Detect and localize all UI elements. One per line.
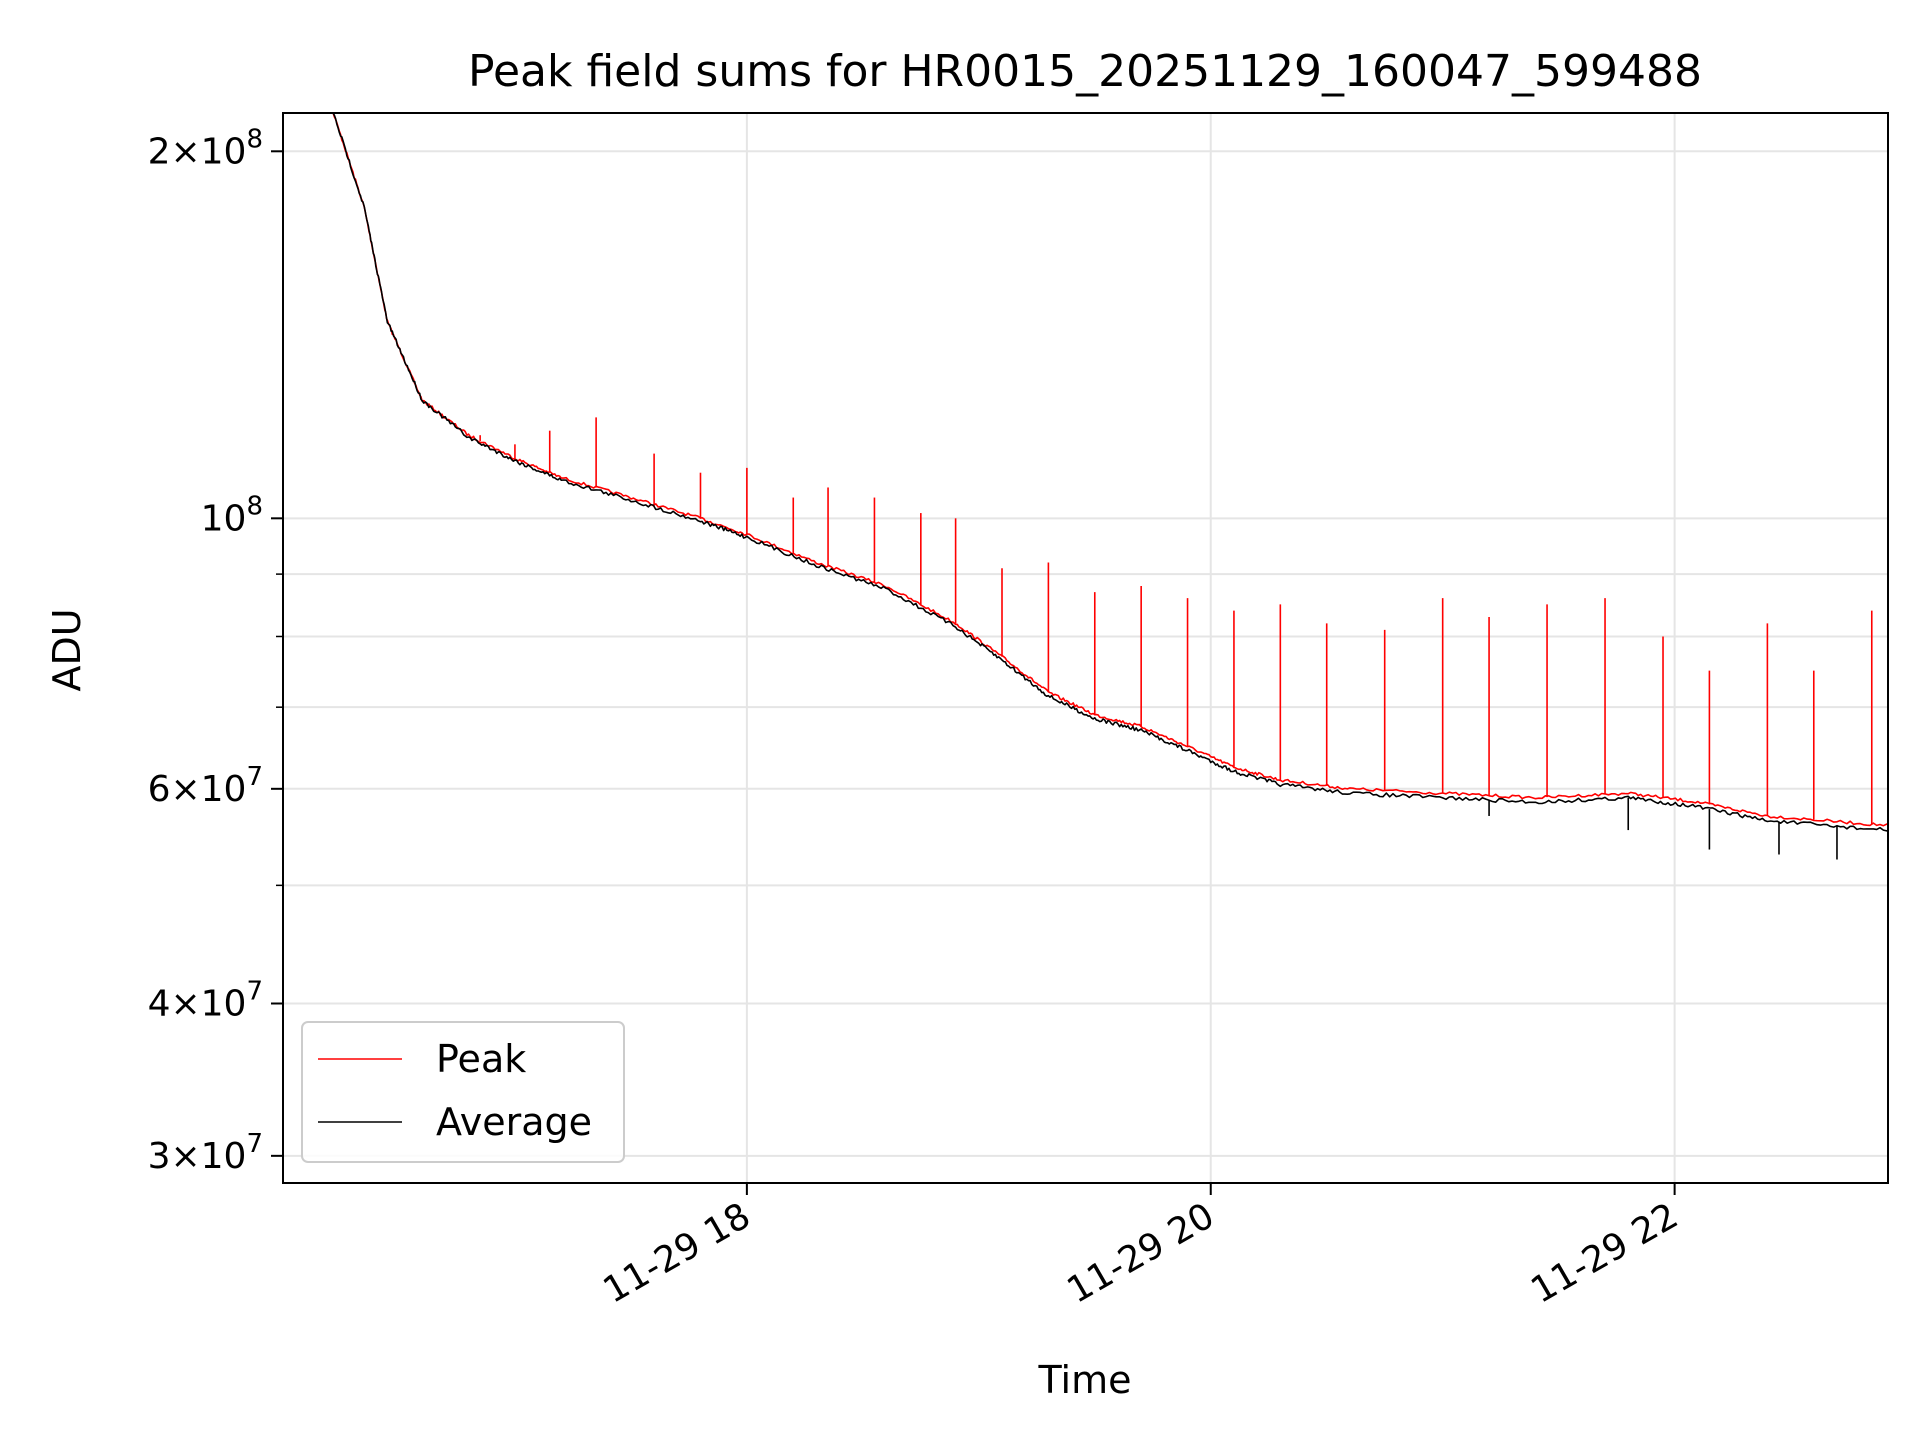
grid (283, 113, 1888, 1183)
axes-frame (282, 112, 1889, 1184)
y-tick-label: 4×107 (148, 977, 263, 1025)
plot-area (282, 112, 1889, 1184)
legend-peak-label: Peak (436, 1037, 526, 1081)
y-tick-label: 3×107 (148, 1129, 263, 1177)
legend-average-label: Average (436, 1100, 592, 1144)
chart-title: Peak field sums for HR0015_20251129_1600… (468, 46, 1702, 97)
y-axis-ticks: 2×108 108 6×107 4×107 3×107 (148, 124, 283, 1177)
series-layer (283, 113, 1888, 860)
x-axis-label: Time (1038, 1358, 1132, 1402)
y-tick-label: 108 (201, 491, 263, 539)
peak-series-line (283, 113, 1888, 827)
axes-background (283, 113, 1888, 1183)
average-series-line (283, 113, 1888, 832)
y-tick-label: 2×108 (148, 124, 263, 172)
y-tick-label: 6×107 (148, 762, 263, 810)
legend-box (301, 1021, 625, 1163)
legend: Peak Average (301, 1021, 625, 1163)
y-axis-label: ADU (45, 608, 89, 691)
